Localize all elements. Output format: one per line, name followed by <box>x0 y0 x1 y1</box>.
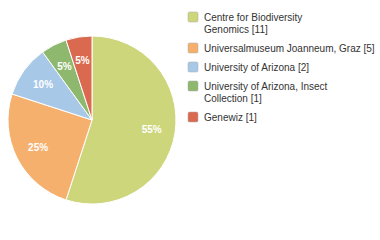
data-label: 5% <box>57 61 72 72</box>
chart: 55% 25% 10% 5%5% Centre for BiodiversityGeno… <box>0 0 380 240</box>
data-label: 55% <box>142 124 162 135</box>
legend-label: Genewiz [1] <box>204 112 257 123</box>
legend-swatch <box>188 12 198 22</box>
data-labels: 55% 25% 10% 5%5% <box>28 55 162 153</box>
legend-label: University of Arizona, InsectCollection … <box>204 81 328 104</box>
legend-label: Universalmuseum Joanneum, Graz [5] <box>204 43 375 54</box>
legend-swatch <box>188 43 198 53</box>
legend: Centre for BiodiversityGenomics [11] Univ… <box>188 12 375 123</box>
legend-label: University of Arizona [2] <box>204 62 309 73</box>
slices <box>8 36 176 204</box>
data-label: 25% <box>28 142 48 153</box>
legend-label: Centre for BiodiversityGenomics [11] <box>204 12 302 35</box>
legend-swatch <box>188 62 198 72</box>
data-label: 5% <box>75 55 90 66</box>
legend-swatch <box>188 81 198 91</box>
data-label: 10% <box>33 79 53 90</box>
pie-slice <box>66 36 92 120</box>
legend-swatch <box>188 112 198 122</box>
